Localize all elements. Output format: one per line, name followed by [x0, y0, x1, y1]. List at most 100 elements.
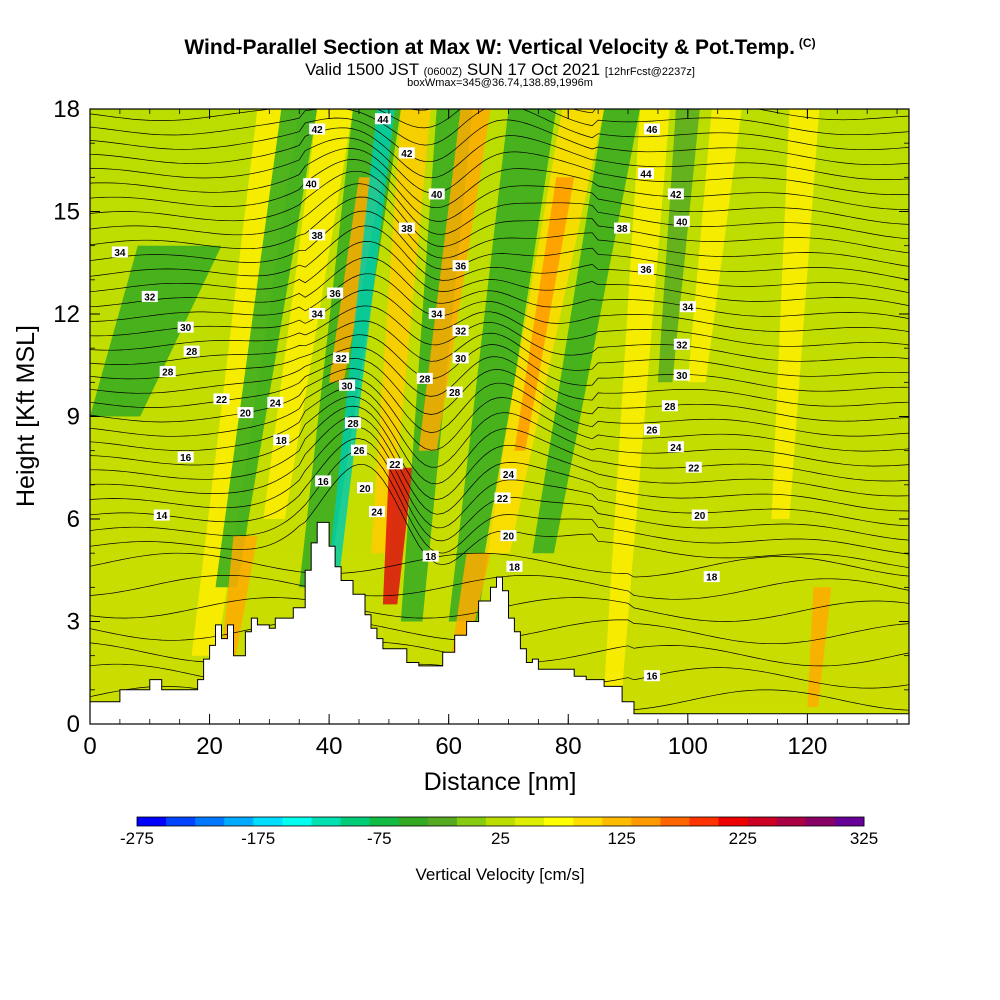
y-tick-label: 15: [53, 199, 80, 226]
contour-label-bg-24: [327, 287, 344, 299]
x-tick-label: 80: [555, 733, 582, 760]
contour-label-bg-41: [422, 550, 439, 562]
contour-label-23: 36: [455, 262, 467, 273]
x-tick-label: 60: [435, 733, 462, 760]
field-band-17: [687, 109, 742, 383]
contour-label-bg-10: [643, 424, 660, 436]
theta-contour-17: [90, 257, 909, 319]
contour-label-bg-35: [386, 458, 403, 470]
theta-contour-4: [90, 415, 909, 515]
contour-label-bg-29: [452, 352, 469, 364]
contour-label-bg-50: [267, 396, 284, 408]
contour-label-3: 40: [676, 217, 688, 228]
contour-label-7: 32: [676, 340, 688, 351]
colorbar-swatch-6: [311, 817, 342, 826]
theta-contour-16: [90, 273, 909, 332]
contour-label-14: 18: [706, 573, 718, 584]
field-band-10: [418, 109, 491, 451]
y-tick-label: 6: [67, 506, 80, 533]
theta-contour-18: [90, 241, 909, 306]
contour-label-bg-7: [673, 338, 690, 350]
theta-contour-27: [90, 127, 909, 180]
contour-label-bg-13: [691, 509, 708, 521]
forecast-info: [12hrFcst@2237z]: [604, 66, 695, 78]
theta-contour-19: [90, 225, 909, 294]
colorbar-swatch-17: [631, 817, 661, 826]
contour-label-bg-23: [452, 260, 469, 272]
contour-label-22: 38: [401, 224, 413, 235]
contour-label-bg-43: [111, 246, 128, 258]
contour-label-bg-46: [183, 345, 200, 357]
colorbar-tick-label: 125: [607, 829, 635, 848]
theta-contour-28: [90, 117, 909, 166]
contour-label-bg-21: [309, 229, 326, 241]
x-axis-title: Distance [nm]: [424, 768, 577, 796]
valid-date: SUN 17 Oct 2021: [466, 60, 601, 79]
contour-label-bg-49: [237, 407, 254, 419]
colorbar-swatch-20: [718, 817, 749, 826]
colorbar-swatch-15: [573, 817, 603, 826]
colorbar-tick-label: -175: [241, 829, 275, 848]
contour-label-40: 20: [503, 532, 515, 543]
contour-label-39: 24: [371, 508, 383, 519]
colorbar-tick-label: 325: [850, 829, 878, 848]
contour-label-52: 16: [180, 453, 192, 464]
theta-contour-25: [90, 148, 909, 210]
contour-label-8: 30: [676, 371, 688, 382]
contour-label-26: 34: [431, 310, 443, 321]
theta-contour-21: [90, 196, 909, 267]
contour-label-28: 32: [336, 354, 348, 365]
title-text: Wind-Parallel Section at Max W: Vertical…: [184, 36, 795, 59]
contour-label-1: 44: [640, 169, 652, 180]
contour-label-19: 40: [306, 180, 318, 191]
colorbar-swatch-12: [485, 817, 516, 826]
contour-label-bg-31: [416, 372, 433, 384]
contour-label-bg-17: [374, 113, 391, 125]
contour-label-54: 14: [156, 511, 168, 522]
contour-label-2: 42: [670, 190, 682, 201]
colorbar-swatch-21: [747, 817, 778, 826]
contour-label-bg-33: [345, 417, 362, 429]
theta-contour-8: [90, 377, 909, 452]
contour-label-bg-25: [309, 308, 326, 319]
colorbar-swatch-13: [515, 817, 545, 826]
contour-label-48: 22: [216, 395, 228, 406]
contour-label-37: 20: [359, 484, 371, 495]
contour-label-bg-12: [685, 461, 702, 473]
valid-prefix: Valid 1500 JST: [305, 60, 419, 79]
contour-label-50: 24: [270, 398, 282, 409]
contour-label-bg-42: [506, 560, 523, 572]
y-tick-label: 0: [67, 711, 80, 738]
contour-label-49: 20: [240, 409, 252, 420]
theta-contour-20: [90, 210, 909, 280]
colorbar-swatch-3: [224, 817, 254, 826]
contour-label-9: 28: [664, 402, 676, 413]
theta-contour-11: [90, 346, 909, 407]
contour-label-bg-8: [673, 369, 690, 381]
contour-label-bg-30: [339, 379, 356, 391]
colorbar-swatch-22: [776, 817, 807, 826]
colorbar: -275 -175 -75 25 125 225 325: [120, 816, 878, 848]
y-tick-label: 18: [53, 96, 80, 123]
field-band-18: [807, 587, 832, 707]
colorbar-swatch-2: [195, 817, 225, 826]
contour-label-bg-54: [153, 509, 170, 521]
contour-label-bg-15: [643, 670, 660, 682]
contour-label-15: 16: [646, 672, 658, 683]
field-band-15: [604, 109, 670, 690]
contour-label-41: 18: [425, 552, 437, 563]
y-tick-label: 9: [67, 404, 80, 431]
field-band-7: [371, 109, 431, 554]
theta-contour-22: [90, 183, 909, 254]
contour-label-bg-34: [351, 444, 368, 456]
theta-contour-6: [90, 396, 909, 485]
theta-contour-23: [90, 170, 909, 240]
contour-label-bg-28: [333, 352, 350, 364]
colorbar-swatch-23: [805, 817, 836, 826]
field-band-2: [215, 109, 318, 588]
contour-label-34: 26: [353, 446, 365, 457]
x-tick-label: 120: [787, 733, 827, 760]
contour-label-bg-6: [679, 301, 696, 313]
contour-label-bg-51: [273, 434, 290, 446]
colorbar-tick-label: 25: [491, 829, 510, 848]
